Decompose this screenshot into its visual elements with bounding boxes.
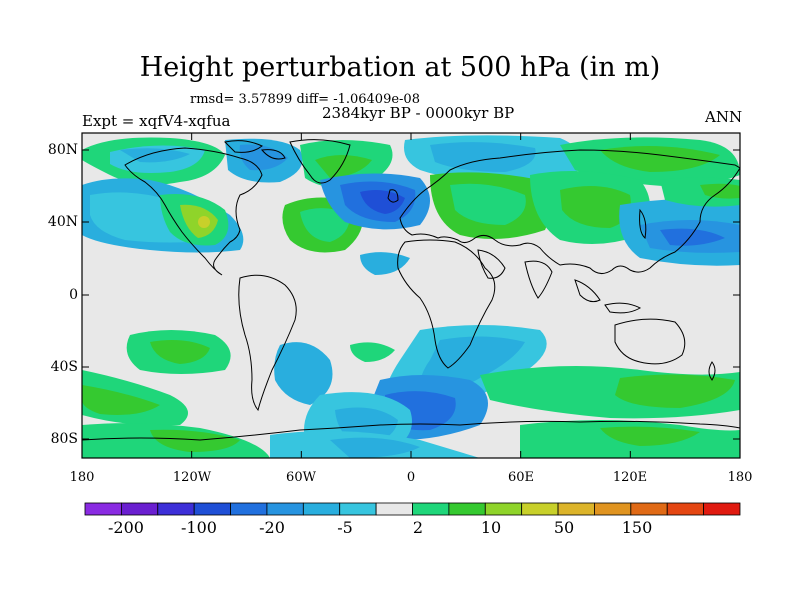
colorbar-label: 50 [553, 518, 575, 537]
colorbar-label: 2 [412, 518, 424, 537]
stats-line: rmsd= 3.57899 diff= -1.06409e-08 [190, 92, 420, 107]
lon-tick-label: 180 [69, 470, 95, 485]
colorbar-swatch [557, 502, 595, 516]
colorbar-swatch [84, 502, 122, 516]
map-title: Height perturbation at 500 hPa (in m) [139, 52, 661, 83]
colorbar-swatch [375, 502, 413, 516]
colorbar-swatch [157, 502, 195, 516]
lon-tick-label: 60W [286, 470, 316, 485]
colorbar-label: -5 [337, 518, 353, 537]
colorbar-swatch [448, 502, 486, 516]
lat-tick-label: 40S [50, 359, 78, 375]
colorbar-swatch [666, 502, 705, 516]
colorbar-label: -200 [108, 518, 144, 537]
colorbar-swatch [703, 502, 741, 516]
colorbar-swatch [339, 502, 377, 516]
season-label: ANN [705, 108, 743, 126]
contour-fills [82, 135, 740, 458]
colorbar-swatch [521, 502, 559, 516]
colorbar-swatch [230, 502, 268, 516]
colorbar-swatch [193, 502, 231, 516]
map-field [82, 133, 740, 458]
experiment-label: Expt = xqfV4-xqfua [82, 112, 231, 130]
colorbar-label: 10 [480, 518, 502, 537]
colorbar-swatch [412, 502, 450, 516]
period-label: 2384kyr BP - 0000kyr BP [322, 104, 515, 122]
lat-tick-label: 0 [69, 287, 78, 303]
colorbar-label: -20 [259, 518, 285, 537]
colorbar-swatch [594, 502, 632, 516]
colorbar-swatch [630, 502, 668, 516]
colorbar-swatch [266, 502, 304, 516]
axis-ticks [81, 133, 741, 458]
lon-tick-label: 0 [406, 470, 416, 485]
colorbar-swatch [302, 502, 341, 516]
lon-tick-label: 120W [172, 470, 212, 485]
colorbar-swatch [484, 502, 523, 516]
lon-tick-label: 180 [727, 470, 753, 485]
lat-tick-label: 40N [47, 214, 78, 230]
coastlines [82, 139, 740, 441]
colorbar [84, 502, 741, 516]
lon-tick-label: 60E [507, 470, 535, 485]
lat-tick-label: 80S [50, 431, 78, 447]
lat-tick-label: 80N [47, 142, 78, 158]
colorbar-label: 150 [621, 518, 653, 537]
colorbar-label: -100 [181, 518, 217, 537]
lon-tick-label: 120E [612, 470, 648, 485]
colorbar-swatch [120, 502, 159, 516]
